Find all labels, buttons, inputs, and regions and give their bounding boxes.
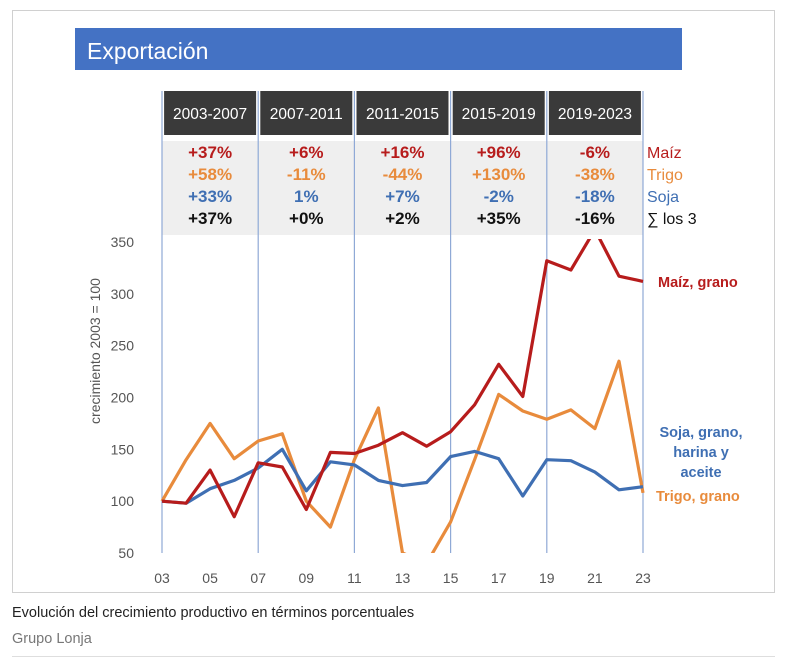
x-tick-label: 09 bbox=[299, 570, 315, 586]
chart-title: Exportación bbox=[87, 38, 208, 64]
x-tick-label: 05 bbox=[202, 570, 218, 586]
period-header-label: 2003-2007 bbox=[173, 106, 247, 123]
y-axis-label: crecimiento 2003 = 100 bbox=[87, 278, 103, 424]
period-header bbox=[356, 91, 449, 135]
period-header bbox=[452, 91, 545, 135]
x-tick-label: 15 bbox=[443, 570, 459, 586]
x-tick-label: 03 bbox=[154, 570, 170, 586]
x-tick-label: 19 bbox=[539, 570, 555, 586]
maiz-series-line bbox=[161, 239, 644, 519]
period-header-label: 2015-2019 bbox=[462, 106, 536, 123]
figure-credit: Grupo Lonja bbox=[12, 631, 92, 647]
y-tick-label: 200 bbox=[111, 390, 135, 406]
period-table-value: +16% bbox=[381, 143, 425, 162]
y-tick-label: 300 bbox=[111, 286, 135, 302]
period-table-value: +35% bbox=[477, 209, 521, 228]
period-header-label: 2019-2023 bbox=[558, 106, 632, 123]
trigo-series-line bbox=[160, 359, 645, 553]
divider-line bbox=[12, 656, 775, 657]
y-tick-label: 150 bbox=[111, 441, 135, 457]
period-header bbox=[260, 91, 353, 135]
period-header bbox=[164, 91, 257, 135]
period-table-row-label: Maíz bbox=[647, 145, 682, 162]
chart-figure: Exportación 2003-2007 2007-2011 2011-2015 20… bbox=[12, 10, 775, 593]
figure-caption: Evolución del crecimiento productivo en … bbox=[12, 605, 415, 621]
period-table-value: +96% bbox=[477, 143, 521, 162]
maiz-series-label: Maíz, grano bbox=[658, 275, 738, 291]
soja-series-label: aceite bbox=[680, 465, 721, 481]
period-table-value: +33% bbox=[188, 187, 232, 206]
period-table-row-label: Soja bbox=[647, 189, 679, 206]
period-table-band bbox=[162, 141, 643, 235]
period-table-value: +37% bbox=[188, 143, 232, 162]
y-tick-label: 50 bbox=[118, 545, 134, 561]
x-tick-label: 23 bbox=[635, 570, 651, 586]
period-table-value: -38% bbox=[575, 165, 615, 184]
period-header-label: 2011-2015 bbox=[366, 106, 439, 123]
period-header-label: 2007-2011 bbox=[270, 106, 343, 123]
period-header bbox=[548, 91, 641, 135]
period-table-value: 1% bbox=[294, 187, 319, 206]
period-table-value: -18% bbox=[575, 187, 615, 206]
growth-chart: Exportación 2003-2007 2007-2011 2011-2015 20… bbox=[75, 28, 743, 586]
period-table-row-label: Trigo bbox=[647, 167, 683, 184]
period-table-value: +6% bbox=[289, 143, 324, 162]
soja-series-line bbox=[161, 447, 644, 505]
period-table-value: +58% bbox=[188, 165, 232, 184]
x-tick-label: 17 bbox=[491, 570, 507, 586]
period-table-value: +2% bbox=[385, 209, 420, 228]
period-table-value: -11% bbox=[287, 165, 326, 184]
period-table-value: -44% bbox=[383, 165, 423, 184]
soja-series-label: harina y bbox=[673, 445, 729, 461]
period-table-value: +0% bbox=[289, 209, 324, 228]
trigo-series-label: Trigo, grano bbox=[656, 489, 740, 505]
period-table-value: +37% bbox=[188, 209, 232, 228]
period-table-value: -2% bbox=[484, 187, 514, 206]
period-table-value: -6% bbox=[580, 143, 610, 162]
y-tick-label: 350 bbox=[111, 234, 135, 250]
y-tick-label: 100 bbox=[111, 493, 135, 509]
x-tick-label: 13 bbox=[395, 570, 411, 586]
period-table-value: +7% bbox=[385, 187, 420, 206]
period-table-value: -16% bbox=[575, 209, 615, 228]
period-table-row-label: ∑ los 3 bbox=[647, 211, 697, 228]
y-tick-label: 250 bbox=[111, 338, 135, 354]
soja-series-label: Soja, grano, bbox=[660, 425, 743, 441]
x-tick-label: 07 bbox=[250, 570, 266, 586]
x-tick-label: 21 bbox=[587, 570, 603, 586]
period-table-value: +130% bbox=[472, 165, 525, 184]
x-tick-label: 11 bbox=[347, 570, 362, 586]
title-bar bbox=[75, 28, 682, 70]
